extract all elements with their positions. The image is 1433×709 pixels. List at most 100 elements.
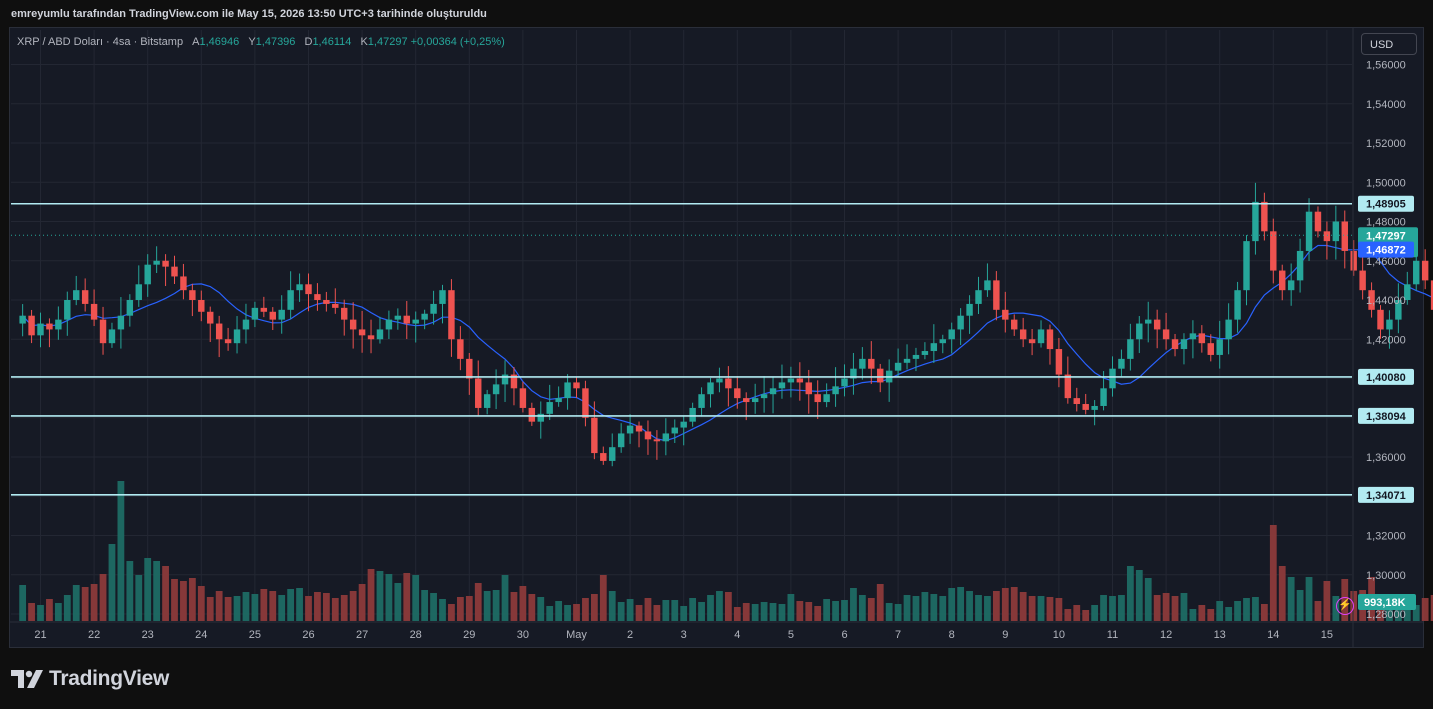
volume-bar [1243,598,1250,621]
volume-bar [1064,609,1072,621]
volume-bar [1412,605,1420,621]
candle-body [1296,250,1304,281]
volume-bar [492,590,500,621]
volume-bar [1118,595,1125,621]
volume-bar [421,590,429,621]
volume-bar [867,598,875,621]
volume-bar [456,597,464,621]
price-tick-label: 1,50000 [1366,177,1406,189]
candle-body [144,264,151,285]
candle-body [341,307,348,320]
candle-body [743,398,750,403]
candle-body [546,402,553,414]
candle-body [269,311,276,320]
volume-bar [912,596,920,621]
candle-body [242,319,250,330]
candle-body [1127,339,1134,359]
candle-body [358,329,366,336]
lightning-icon[interactable]: ⚡ [1336,597,1354,615]
volume-bar [698,602,705,621]
candle-body [1189,333,1197,340]
candle-body [877,368,884,383]
time-tick-label: 3 [681,629,687,641]
close-value: 1,47297 [367,36,408,48]
volume-bar [850,588,857,621]
volume-bar [1386,604,1393,621]
volume-bar [733,607,741,621]
candle-body [1404,284,1411,300]
price-tick-label: 1,32000 [1366,531,1406,543]
candle-body [1153,319,1161,330]
candle-body [1028,339,1036,344]
volume-bar [37,605,44,621]
volume-bar [939,596,947,621]
candle-body [957,315,964,330]
volume-bar [1278,566,1286,621]
candle-body [1323,231,1331,242]
chart-caption: emreyumlu tarafından TradingView.com ile… [11,8,487,20]
volume-bar [930,594,938,621]
volume-bar [1198,605,1206,621]
candle-body [1368,290,1375,310]
candle-body [1019,329,1027,340]
volume-bar [448,604,455,621]
volume-bar [501,575,509,621]
volume-bar [1109,596,1116,621]
candle-body [135,284,142,300]
volume-bar [626,599,634,621]
candle-body [555,398,562,403]
candle-body [912,354,920,359]
tradingview-logo[interactable]: TradingView [11,667,169,691]
candle-body [671,427,678,434]
grid-lines [11,30,1352,621]
candle-body [1064,374,1072,399]
level-price-tag-bg [1358,368,1414,385]
candle-body [591,417,598,454]
candle-body [1046,329,1054,350]
volume-bar [1421,598,1429,621]
volume-bar [153,561,161,621]
candle-body [1377,309,1384,330]
volume-bar [1037,596,1045,621]
volume-bar [903,595,911,621]
brand-name: TradingView [49,667,170,690]
candle-body [108,329,116,344]
volume-bar [1260,604,1268,621]
volume-bar [1153,595,1161,621]
candle-body [37,323,44,336]
volume-bar [63,595,71,621]
candle-body [984,280,991,291]
candle-body [1305,211,1313,251]
candle-body [171,266,178,277]
open-value: 1,46946 [199,36,240,48]
candle-body [162,260,169,267]
volume-bar [510,592,518,621]
volume-bar [894,604,902,621]
candle-body [1136,323,1143,340]
volume-bar [465,596,473,621]
currency-button[interactable]: USD [1361,33,1417,55]
candle-body [564,382,571,399]
candle-body [939,339,946,344]
candle-body [1207,343,1214,355]
candle-body [260,307,268,312]
volume-bar [653,605,661,621]
volume-bar [1100,595,1107,621]
candle-body [903,358,911,363]
volume-bar [1296,590,1304,621]
candle-body [207,311,214,324]
volume-bar [1287,577,1295,621]
time-tick-label: 21 [34,629,46,641]
volume-bar [921,592,929,621]
time-tick-label: 29 [463,629,475,641]
volume-bar [1225,607,1233,621]
volume-bar [117,481,125,621]
level-price-tag-bg [1358,486,1414,503]
open-label: A [192,36,200,48]
candle-body [850,368,857,379]
volume-bar [1234,601,1241,621]
candle-body [832,386,839,395]
candle-body [698,394,705,408]
candle-body [287,290,294,310]
